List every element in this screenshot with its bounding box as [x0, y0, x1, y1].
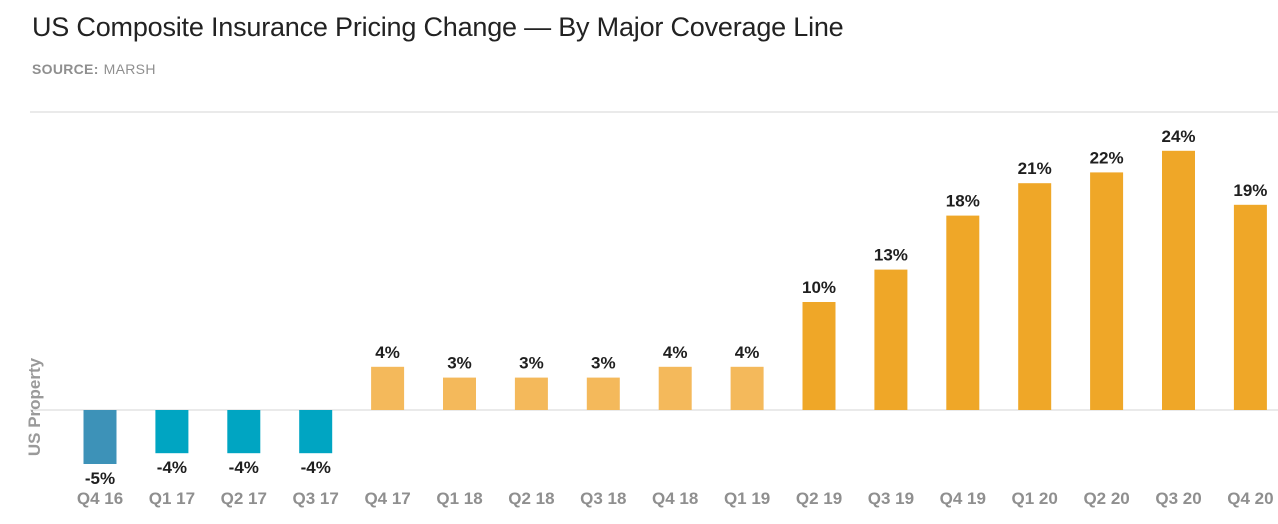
x-tick-label: Q4 16 — [77, 489, 123, 508]
x-tick-label: Q3 19 — [868, 489, 914, 508]
x-tick-label: Q1 19 — [724, 489, 770, 508]
bar-q3-19 — [874, 269, 908, 410]
value-label: 3% — [591, 354, 616, 373]
x-tick-label: Q4 18 — [652, 489, 698, 508]
value-label: 18% — [946, 192, 980, 211]
x-tick-label: Q3 20 — [1155, 489, 1201, 508]
bar-q1-18 — [443, 377, 476, 410]
x-tick-label: Q2 18 — [508, 489, 554, 508]
bar-q1-19 — [730, 366, 764, 410]
source-label: SOURCE: — [32, 61, 99, 77]
bar-q4-19 — [946, 215, 980, 410]
value-label: 3% — [519, 354, 544, 373]
x-tick-label: Q3 18 — [580, 489, 626, 508]
x-tick-label: Q1 20 — [1012, 489, 1058, 508]
bar-q4-17 — [371, 366, 405, 410]
value-label: 4% — [375, 343, 400, 362]
value-labels-group: -5% -4% -4% -4% 4% 3% 3% 3% 4% 4% 10% 13% 18% 21% 22% 2… — [85, 127, 1268, 488]
value-label: 21% — [1018, 159, 1052, 178]
x-tick-label: Q2 19 — [796, 489, 842, 508]
x-tick-label: Q4 20 — [1227, 489, 1273, 508]
bar-q3-17 — [299, 410, 333, 454]
value-label: -4% — [229, 458, 259, 477]
value-label: 4% — [663, 343, 688, 362]
value-label: 13% — [874, 246, 908, 265]
value-label: 3% — [447, 354, 472, 373]
chart-source: SOURCE: MARSH — [32, 60, 156, 78]
source-value: MARSH — [103, 61, 156, 77]
bar-q3-18 — [586, 377, 620, 410]
x-tick-label: Q1 18 — [436, 489, 482, 508]
value-label: 4% — [735, 343, 760, 362]
x-tick-label: Q2 17 — [221, 489, 267, 508]
value-label: -4% — [157, 458, 187, 477]
bar-q3-20 — [1162, 150, 1195, 411]
value-label: 24% — [1161, 127, 1195, 146]
x-tick-label: Q4 19 — [940, 489, 986, 508]
x-tick-label: Q4 17 — [364, 489, 410, 508]
y-axis-label: US Property — [25, 357, 44, 456]
x-tick-label: Q3 17 — [293, 489, 339, 508]
x-tick-label: Q2 20 — [1083, 489, 1129, 508]
bar-q4-18 — [658, 366, 692, 410]
value-label: -5% — [85, 469, 115, 488]
value-label: 22% — [1090, 148, 1124, 167]
bar-q1-17 — [155, 410, 189, 454]
value-label: -4% — [301, 458, 331, 477]
bar-q2-20 — [1090, 172, 1124, 410]
bar-q2-18 — [514, 377, 548, 410]
x-tick-labels-group: Q4 16 Q1 17 Q2 17 Q3 17 Q4 17 Q1 18 Q2 18 Q3 18… — [77, 489, 1274, 508]
chart-title: US Composite Insurance Pricing Change — … — [32, 12, 844, 42]
bar-q1-20 — [1018, 183, 1052, 410]
bar-q2-17 — [227, 410, 261, 454]
bar-q4-20 — [1233, 204, 1267, 410]
bar-q4-16 — [83, 410, 117, 464]
x-tick-label: Q1 17 — [149, 489, 195, 508]
bar-q2-19 — [802, 302, 836, 410]
value-label: 10% — [802, 278, 836, 297]
value-label: 19% — [1233, 181, 1267, 200]
bars-group — [83, 150, 1267, 464]
